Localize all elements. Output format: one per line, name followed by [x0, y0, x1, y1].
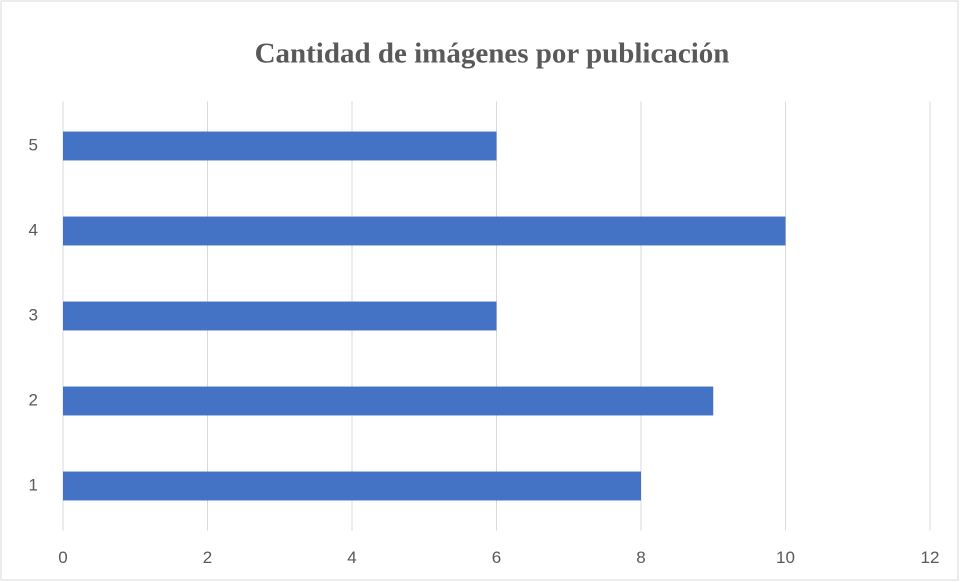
- bar: [63, 131, 497, 161]
- bar: [63, 386, 714, 416]
- y-tick-label: 1: [29, 475, 38, 494]
- x-tick-label: 8: [636, 548, 645, 567]
- y-tick-label: 2: [29, 390, 38, 409]
- x-tick-label: 6: [492, 548, 501, 567]
- x-tick-label: 2: [203, 548, 212, 567]
- x-tick-label: 0: [58, 548, 67, 567]
- chart-title: Cantidad de imágenes por publicación: [255, 38, 730, 70]
- y-tick-label: 3: [29, 305, 38, 324]
- bar: [63, 216, 786, 246]
- y-tick-label: 4: [29, 220, 38, 239]
- x-tick-label: 12: [921, 548, 940, 567]
- x-tick-label: 10: [776, 548, 795, 567]
- y-tick-label: 5: [29, 135, 38, 154]
- x-tick-label: 4: [347, 548, 356, 567]
- bar: [63, 301, 497, 331]
- bar: [63, 471, 641, 501]
